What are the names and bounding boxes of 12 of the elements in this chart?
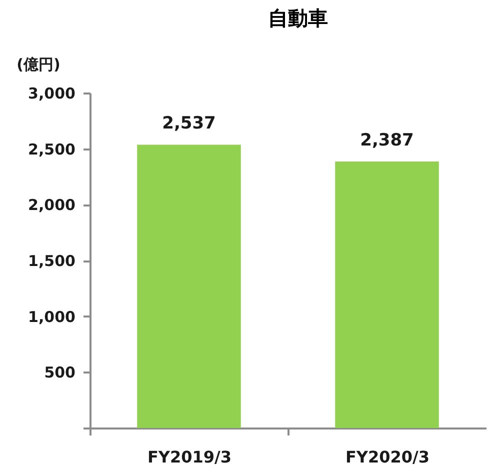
y-tick-label: 500 (44, 364, 76, 382)
y-tick-label: 2,500 (28, 140, 76, 158)
y-tick-label: 3,000 (28, 84, 76, 102)
y-tick-label: 1,500 (28, 252, 76, 270)
y-tick-label: 2,000 (28, 196, 76, 214)
x-tick-label: FY2019/3 (147, 448, 232, 466)
data-label: 2,387 (360, 130, 414, 150)
data-label: 2,537 (162, 114, 216, 134)
y-axis-title: (億円) (16, 56, 60, 74)
x-tick-label: FY2020/3 (345, 448, 430, 466)
y-tick-label: 1,000 (28, 308, 76, 326)
chart-title: 自動車 (268, 6, 328, 30)
